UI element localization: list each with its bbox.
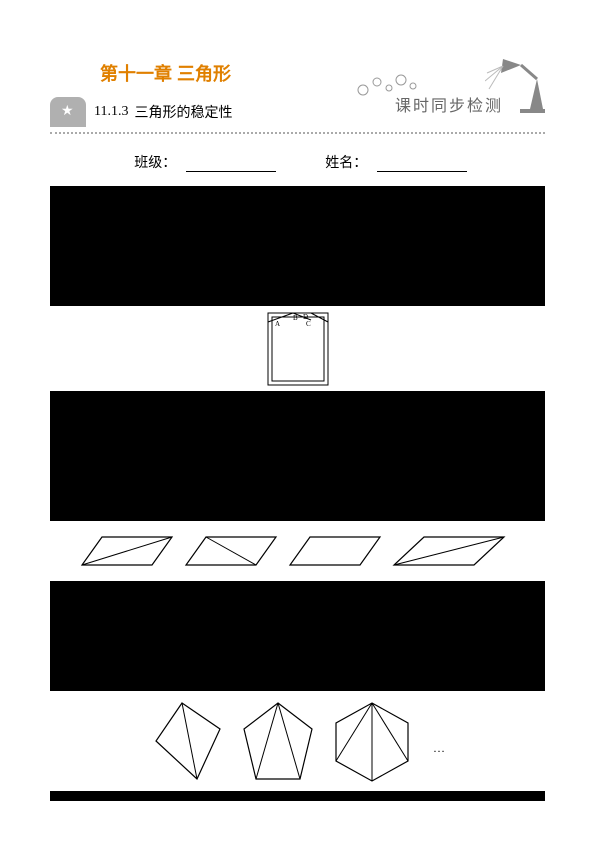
fields-row: 班级： 姓名： <box>50 152 545 172</box>
name-input-line[interactable] <box>377 171 467 172</box>
banner-text: 课时同步检测 <box>395 92 503 116</box>
figure-2-svg <box>78 534 518 568</box>
class-input-line[interactable] <box>186 171 276 172</box>
figure-2 <box>50 521 545 581</box>
class-label: 班级： <box>134 156 176 171</box>
figure-1: A B C D <box>50 306 545 391</box>
banner-right: 课时同步检测 <box>335 64 545 124</box>
section-name: 三角形的稳定性 <box>134 102 232 122</box>
ellipsis-text: … <box>433 741 445 756</box>
svg-text:D: D <box>303 313 308 321</box>
svg-text:C: C <box>306 320 311 328</box>
black-region-3 <box>50 581 545 691</box>
svg-text:B: B <box>293 314 298 322</box>
black-region-4 <box>50 791 545 801</box>
dashed-divider <box>50 132 545 134</box>
figure-3-svg <box>148 699 448 783</box>
star-badge-icon <box>50 97 86 127</box>
figure-3: … <box>50 691 545 791</box>
section-number: 11.1.3 <box>94 104 128 120</box>
figure-1-svg: A B C D <box>263 308 333 390</box>
name-label: 姓名： <box>325 156 367 171</box>
svg-text:A: A <box>275 320 280 328</box>
section-row: 11.1.3 三角形的稳定性 课时同步检测 <box>50 94 545 130</box>
black-region-1 <box>50 186 545 306</box>
black-region-2 <box>50 391 545 521</box>
